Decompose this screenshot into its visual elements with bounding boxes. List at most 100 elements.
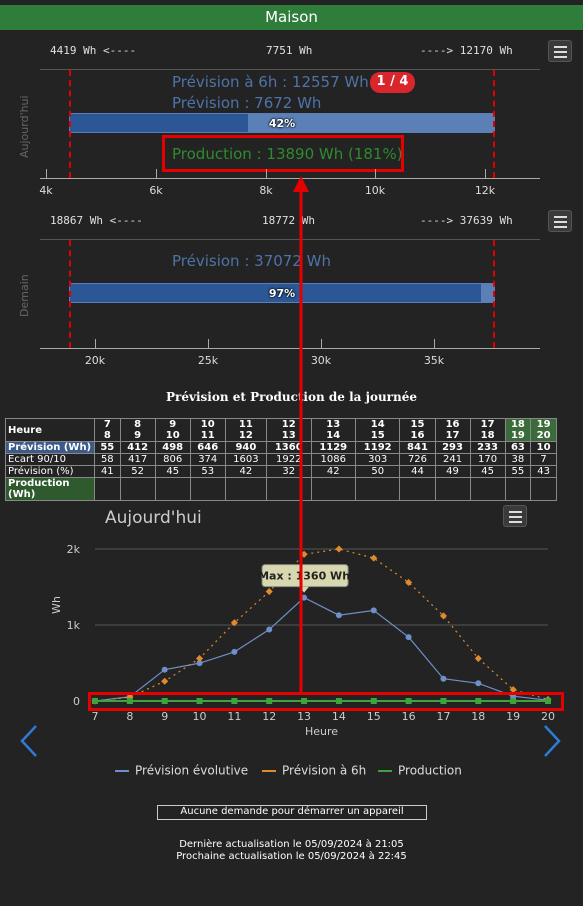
table-cell: 841 <box>399 441 436 454</box>
x-tick-label: 13 <box>297 710 311 723</box>
table-header-hour: 15 16 <box>399 418 436 442</box>
table-title: Prévision et Production de la journée <box>166 390 417 404</box>
table-header-hour: 18 19 <box>504 418 532 442</box>
data-point <box>231 698 238 704</box>
legend-item[interactable]: Production <box>378 760 462 778</box>
tomorrow-side-label: Demain <box>18 274 31 317</box>
table-cell <box>189 477 226 501</box>
tomorrow-range-max: ----> 37639 Wh <box>420 214 513 227</box>
data-point <box>510 698 517 704</box>
table-cell: 10 <box>530 441 557 454</box>
table-cell: 1129 <box>310 441 356 454</box>
today-axis <box>40 178 540 179</box>
x-tick-label: 19 <box>506 710 520 723</box>
tomorrow-tick-label: 30k <box>310 354 332 367</box>
data-point <box>475 698 482 704</box>
tomorrow-menu-button[interactable] <box>548 210 572 232</box>
table-cell: 49 <box>434 465 471 478</box>
table-cell: 241 <box>434 453 471 466</box>
data-point <box>301 594 308 601</box>
table-cell: 1086 <box>310 453 356 466</box>
x-tick-label: 15 <box>367 710 381 723</box>
last-update: Dernière actualisation le 05/09/2024 à 2… <box>179 839 404 850</box>
table-row: Ecart 90/10 58 417 806 374 1603 1922 1086 303 726… <box>5 453 557 466</box>
today-forecast: Prévision : 7672 Wh <box>172 94 322 112</box>
legend-item[interactable]: Prévision évolutive <box>115 760 249 778</box>
table-cell <box>504 477 532 501</box>
table-header-hour: 17 18 <box>469 418 506 442</box>
x-tick-label: 9 <box>161 710 168 723</box>
today-side-label: Aujourd'hui <box>18 95 31 158</box>
table-header-hour: 11 12 <box>224 418 268 442</box>
today-tick-label: 4k <box>39 184 53 197</box>
table-cell: 417 <box>119 453 156 466</box>
tomorrow-tick-mark <box>321 339 322 348</box>
today-production: Production : 13890 Wh (181%) <box>172 145 403 163</box>
table-row-label: Prévision (Wh) <box>5 441 95 454</box>
table-cell <box>310 477 356 501</box>
legend-item[interactable]: Prévision à 6h <box>262 760 366 778</box>
next-arrow-icon[interactable] <box>541 724 563 758</box>
data-point <box>92 698 98 704</box>
table-cell: 38 <box>504 453 532 466</box>
previous-arrow-icon[interactable] <box>18 724 40 758</box>
data-point <box>335 612 342 619</box>
table-cell <box>119 477 156 501</box>
tooltip-text: Max : 1360 Wh <box>258 570 350 583</box>
tomorrow-forecast: Prévision : 37072 Wh <box>172 252 331 270</box>
data-point <box>474 654 482 662</box>
table-row: Production (Wh) <box>5 477 557 501</box>
table-cell <box>530 477 557 501</box>
table-cell: 293 <box>434 441 471 454</box>
table-cell: 1603 <box>224 453 268 466</box>
legend-label: Prévision évolutive <box>135 763 249 778</box>
tomorrow-axis <box>40 348 540 349</box>
legend-label: Production <box>398 763 462 778</box>
x-tick-label: 20 <box>541 710 555 723</box>
x-axis-label: Heure <box>305 725 338 738</box>
table-cell: 1192 <box>354 441 401 454</box>
table-cell: 55 <box>94 441 121 454</box>
today-tick-label: 8k <box>259 184 273 197</box>
chart-title: Aujourd'hui <box>105 508 202 528</box>
next-update: Prochaine actualisation le 05/09/2024 à … <box>176 851 407 862</box>
table-cell: 45 <box>469 465 506 478</box>
today-tick-label: 12k <box>474 184 496 197</box>
legend-swatch <box>378 769 392 772</box>
table-cell: 41 <box>94 465 121 478</box>
forecast-table: Heure 7 8 8 9 9 10 10 11 11 12 12 13 13 14 14 15 15 16 16 17… <box>5 418 557 501</box>
data-point <box>266 698 273 704</box>
today-tick-label: 6k <box>149 184 163 197</box>
page-badge[interactable]: 1 / 4 <box>370 72 415 93</box>
x-tick-label: 12 <box>262 710 276 723</box>
table-cell: 303 <box>354 453 401 466</box>
data-point <box>231 648 238 655</box>
data-point <box>196 698 203 704</box>
today-tick-mark <box>46 169 47 178</box>
table-cell: 42 <box>310 465 356 478</box>
data-point <box>440 698 447 704</box>
data-point <box>196 660 203 667</box>
tomorrow-max-marker <box>493 240 495 348</box>
data-point <box>301 698 308 704</box>
tomorrow-tick-label: 35k <box>423 354 445 367</box>
x-tick-label: 18 <box>471 710 485 723</box>
today-min-marker <box>69 70 71 178</box>
table-cell <box>434 477 471 501</box>
x-tick-label: 14 <box>332 710 346 723</box>
table-row: Prévision (%) 41 52 45 53 42 32 42 50 44 49 45 55 43 <box>5 465 557 478</box>
data-point <box>161 666 168 673</box>
legend-swatch <box>262 769 276 772</box>
table-cell: 44 <box>399 465 436 478</box>
table-header-hour: 16 17 <box>434 418 471 442</box>
tomorrow-bar-percent: 97% <box>268 287 296 300</box>
chart-menu-button[interactable] <box>503 505 527 527</box>
tomorrow-tick-mark <box>95 339 96 348</box>
table-cell: 43 <box>530 465 557 478</box>
today-range-max: ----> 12170 Wh <box>420 44 513 57</box>
table-cell <box>399 477 436 501</box>
today-divider <box>40 69 540 70</box>
today-menu-button[interactable] <box>548 40 572 62</box>
table-cell: 42 <box>224 465 268 478</box>
